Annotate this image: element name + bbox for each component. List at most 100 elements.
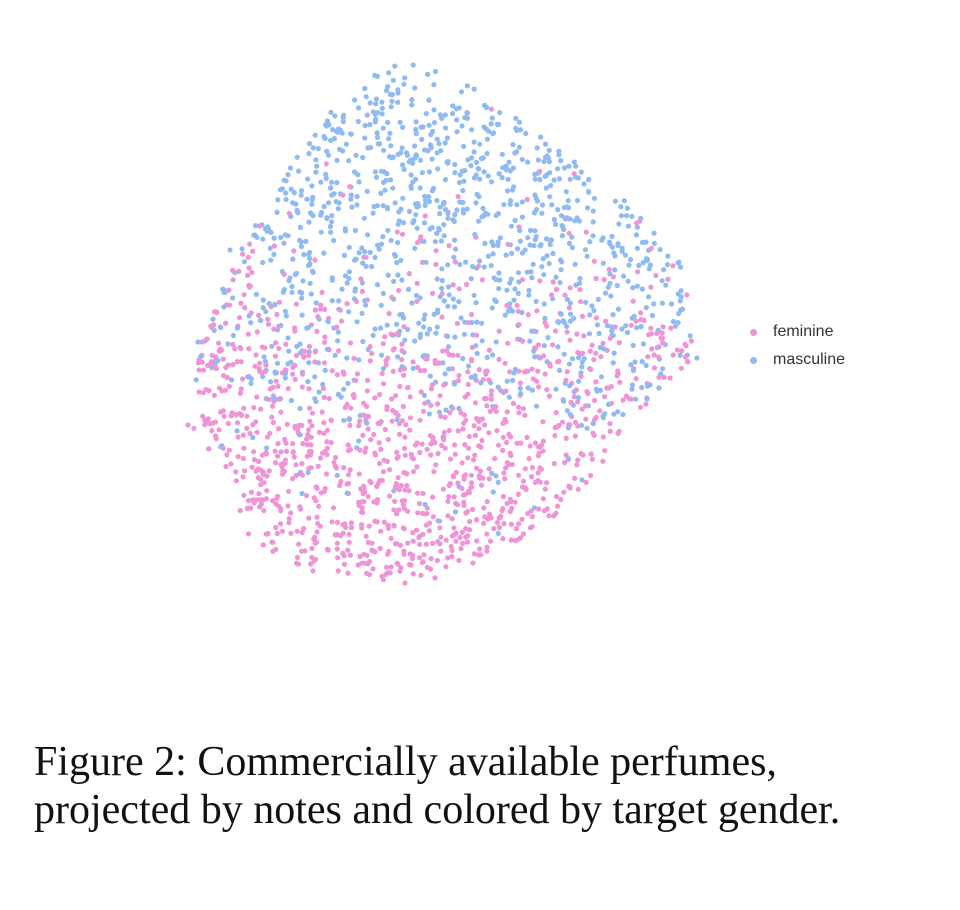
masculine-point bbox=[640, 260, 646, 266]
masculine-point bbox=[464, 110, 470, 116]
masculine-point bbox=[392, 63, 398, 69]
masculine-point bbox=[356, 438, 362, 444]
masculine-point bbox=[364, 420, 370, 426]
masculine-point bbox=[533, 195, 539, 201]
feminine-point bbox=[254, 429, 260, 435]
masculine-point bbox=[527, 242, 533, 248]
feminine-point bbox=[476, 426, 482, 432]
masculine-point bbox=[353, 256, 359, 262]
masculine-point bbox=[531, 243, 537, 249]
masculine-point bbox=[431, 82, 437, 88]
feminine-point bbox=[428, 386, 434, 392]
feminine-point bbox=[252, 363, 258, 369]
feminine-point bbox=[401, 551, 407, 557]
masculine-point bbox=[413, 176, 419, 182]
masculine-point bbox=[453, 106, 459, 112]
masculine-point bbox=[426, 169, 432, 175]
masculine-point bbox=[639, 359, 645, 365]
feminine-point bbox=[221, 413, 227, 419]
masculine-point bbox=[306, 141, 313, 147]
masculine-point bbox=[380, 125, 386, 131]
feminine-point bbox=[301, 348, 307, 354]
masculine-point bbox=[437, 294, 443, 300]
feminine-point bbox=[292, 376, 298, 382]
feminine-point bbox=[296, 422, 302, 428]
feminine-point bbox=[403, 422, 409, 428]
feminine-point bbox=[300, 441, 306, 447]
feminine-point bbox=[314, 529, 320, 535]
masculine-point bbox=[278, 322, 284, 329]
masculine-point bbox=[506, 394, 512, 400]
masculine-point bbox=[469, 127, 475, 133]
masculine-point bbox=[289, 289, 295, 295]
feminine-point bbox=[292, 425, 298, 431]
masculine-point bbox=[298, 243, 304, 250]
feminine-point bbox=[514, 440, 520, 446]
masculine-point bbox=[458, 315, 464, 321]
masculine-point bbox=[567, 311, 574, 317]
masculine-point bbox=[422, 202, 428, 208]
feminine-point bbox=[306, 449, 312, 455]
masculine-point bbox=[345, 380, 351, 386]
feminine-point bbox=[321, 488, 327, 495]
feminine-point bbox=[574, 331, 580, 337]
feminine-point bbox=[451, 494, 457, 500]
feminine-point bbox=[329, 519, 335, 525]
feminine-point bbox=[583, 229, 589, 235]
masculine-point bbox=[406, 208, 413, 214]
feminine-point bbox=[249, 269, 255, 275]
masculine-point bbox=[397, 119, 403, 125]
masculine-point bbox=[533, 298, 539, 305]
feminine-point bbox=[477, 417, 483, 423]
feminine-point bbox=[324, 445, 330, 451]
feminine-point bbox=[286, 520, 292, 526]
masculine-point bbox=[318, 179, 324, 185]
masculine-point bbox=[296, 168, 302, 174]
feminine-point bbox=[540, 448, 546, 454]
feminine-point bbox=[392, 498, 398, 504]
masculine-point bbox=[395, 221, 401, 227]
masculine-point bbox=[488, 263, 494, 269]
masculine-point bbox=[293, 201, 299, 207]
feminine-point bbox=[245, 331, 251, 337]
feminine-point bbox=[381, 381, 387, 387]
feminine-point bbox=[604, 385, 610, 391]
masculine-point bbox=[426, 411, 432, 417]
masculine-point bbox=[624, 205, 631, 211]
feminine-point bbox=[418, 572, 424, 579]
masculine-point bbox=[379, 111, 385, 117]
feminine-point bbox=[516, 404, 522, 410]
feminine-point bbox=[286, 516, 292, 522]
masculine-point bbox=[497, 277, 503, 283]
masculine-point bbox=[346, 158, 352, 164]
masculine-point bbox=[269, 343, 275, 349]
masculine-point bbox=[459, 123, 465, 129]
masculine-point bbox=[327, 223, 333, 230]
masculine-point bbox=[542, 315, 548, 321]
masculine-point bbox=[512, 286, 518, 292]
feminine-point bbox=[651, 365, 658, 371]
feminine-point bbox=[340, 522, 346, 528]
masculine-point bbox=[584, 205, 591, 211]
masculine-point bbox=[363, 94, 369, 100]
masculine-point bbox=[485, 173, 491, 179]
feminine-point bbox=[572, 433, 579, 439]
feminine-point bbox=[427, 433, 433, 439]
masculine-point bbox=[643, 239, 649, 245]
feminine-point bbox=[656, 374, 662, 380]
masculine-point bbox=[364, 232, 371, 238]
masculine-point bbox=[456, 179, 463, 186]
feminine-point bbox=[667, 375, 673, 381]
feminine-point bbox=[378, 446, 384, 452]
masculine-point bbox=[313, 157, 319, 163]
feminine-point bbox=[301, 525, 307, 532]
feminine-point bbox=[606, 266, 612, 273]
feminine-point bbox=[347, 422, 353, 428]
masculine-point bbox=[545, 335, 551, 341]
feminine-point bbox=[407, 394, 413, 400]
feminine-point bbox=[515, 308, 522, 314]
masculine-point bbox=[356, 250, 362, 256]
masculine-point bbox=[248, 376, 254, 382]
masculine-point bbox=[478, 155, 485, 162]
masculine-point bbox=[367, 100, 373, 106]
